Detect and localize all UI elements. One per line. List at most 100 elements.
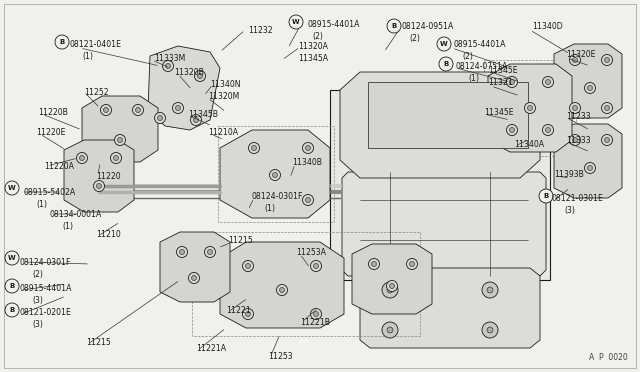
Circle shape <box>5 251 19 265</box>
Text: 11393B: 11393B <box>554 170 584 179</box>
Circle shape <box>573 106 577 110</box>
Circle shape <box>132 105 143 115</box>
Circle shape <box>387 19 401 33</box>
Circle shape <box>305 145 310 151</box>
Text: 11340A: 11340A <box>514 140 544 149</box>
Text: 11221A: 11221A <box>196 344 226 353</box>
Text: 08915-4401A: 08915-4401A <box>308 20 360 29</box>
Text: 11345E: 11345E <box>484 108 514 117</box>
Circle shape <box>314 263 319 269</box>
Circle shape <box>273 173 278 177</box>
Circle shape <box>371 262 376 266</box>
Text: (2): (2) <box>312 32 323 41</box>
Text: B: B <box>444 61 449 67</box>
Text: 11232: 11232 <box>248 26 273 35</box>
Circle shape <box>269 170 280 180</box>
Text: 08124-0301F: 08124-0301F <box>20 258 72 267</box>
Polygon shape <box>64 140 134 212</box>
Polygon shape <box>360 268 540 348</box>
Text: 11220E: 11220E <box>36 128 65 137</box>
Circle shape <box>154 112 166 124</box>
Circle shape <box>605 138 609 142</box>
Circle shape <box>588 86 593 90</box>
Circle shape <box>189 273 200 283</box>
Text: 11333: 11333 <box>566 136 591 145</box>
Text: 11221B: 11221B <box>300 318 330 327</box>
Circle shape <box>305 198 310 202</box>
Text: 08915-4401A: 08915-4401A <box>20 284 72 293</box>
Text: (3): (3) <box>564 206 575 215</box>
Text: B: B <box>10 283 15 289</box>
Polygon shape <box>340 72 540 178</box>
Polygon shape <box>352 244 432 314</box>
Circle shape <box>602 55 612 65</box>
Text: 11345B: 11345B <box>188 110 218 119</box>
Circle shape <box>602 103 612 113</box>
Circle shape <box>163 61 173 71</box>
Circle shape <box>280 288 285 292</box>
Circle shape <box>588 166 593 170</box>
Text: 08124-0951A: 08124-0951A <box>401 22 453 31</box>
Text: 08121-0201E: 08121-0201E <box>20 308 72 317</box>
FancyBboxPatch shape <box>368 82 528 148</box>
Text: (2): (2) <box>32 270 43 279</box>
Circle shape <box>387 280 397 292</box>
Text: (3): (3) <box>32 296 43 305</box>
Circle shape <box>179 250 184 254</box>
Text: 11320B: 11320B <box>174 68 204 77</box>
Circle shape <box>369 259 380 269</box>
Circle shape <box>191 115 202 125</box>
Text: 11340N: 11340N <box>210 80 241 89</box>
Circle shape <box>100 105 111 115</box>
Text: (1): (1) <box>36 200 47 209</box>
Circle shape <box>191 276 196 280</box>
Circle shape <box>166 64 170 68</box>
Circle shape <box>545 128 550 132</box>
Text: 08124-0301F: 08124-0301F <box>252 192 303 201</box>
Text: W: W <box>440 41 448 47</box>
Polygon shape <box>220 130 330 218</box>
Circle shape <box>439 57 453 71</box>
Circle shape <box>539 189 553 203</box>
Polygon shape <box>342 172 546 276</box>
Circle shape <box>314 311 319 317</box>
Circle shape <box>205 247 216 257</box>
Text: B: B <box>60 39 65 45</box>
Circle shape <box>55 35 69 49</box>
Text: (1): (1) <box>264 204 275 213</box>
Text: B: B <box>10 307 15 313</box>
Circle shape <box>387 327 393 333</box>
Circle shape <box>545 80 550 84</box>
Circle shape <box>390 283 394 289</box>
Circle shape <box>77 153 88 164</box>
Polygon shape <box>220 242 344 328</box>
Text: (2): (2) <box>409 34 420 43</box>
Text: 08124-0751A: 08124-0751A <box>456 62 508 71</box>
Circle shape <box>525 103 536 113</box>
Text: 08134-0001A: 08134-0001A <box>50 210 102 219</box>
Circle shape <box>243 260 253 272</box>
Circle shape <box>543 77 554 87</box>
Circle shape <box>387 287 393 293</box>
Polygon shape <box>148 46 220 130</box>
Text: 08915-5402A: 08915-5402A <box>24 188 76 197</box>
Text: 11340B: 11340B <box>292 158 322 167</box>
Circle shape <box>246 311 250 317</box>
Text: B: B <box>392 23 397 29</box>
Text: 11220A: 11220A <box>44 162 74 171</box>
Circle shape <box>193 118 198 122</box>
Text: 08121-0401E: 08121-0401E <box>70 40 122 49</box>
Circle shape <box>602 135 612 145</box>
Circle shape <box>252 145 257 151</box>
Polygon shape <box>554 124 622 198</box>
Circle shape <box>543 125 554 135</box>
Circle shape <box>570 135 580 145</box>
Circle shape <box>310 260 321 272</box>
Text: 11333M: 11333M <box>154 54 185 63</box>
Text: 11220B: 11220B <box>38 108 68 117</box>
Text: 11321: 11321 <box>488 78 513 87</box>
Text: 11345E: 11345E <box>488 66 518 75</box>
Text: 11210A: 11210A <box>208 128 238 137</box>
Circle shape <box>289 15 303 29</box>
Circle shape <box>506 77 518 87</box>
